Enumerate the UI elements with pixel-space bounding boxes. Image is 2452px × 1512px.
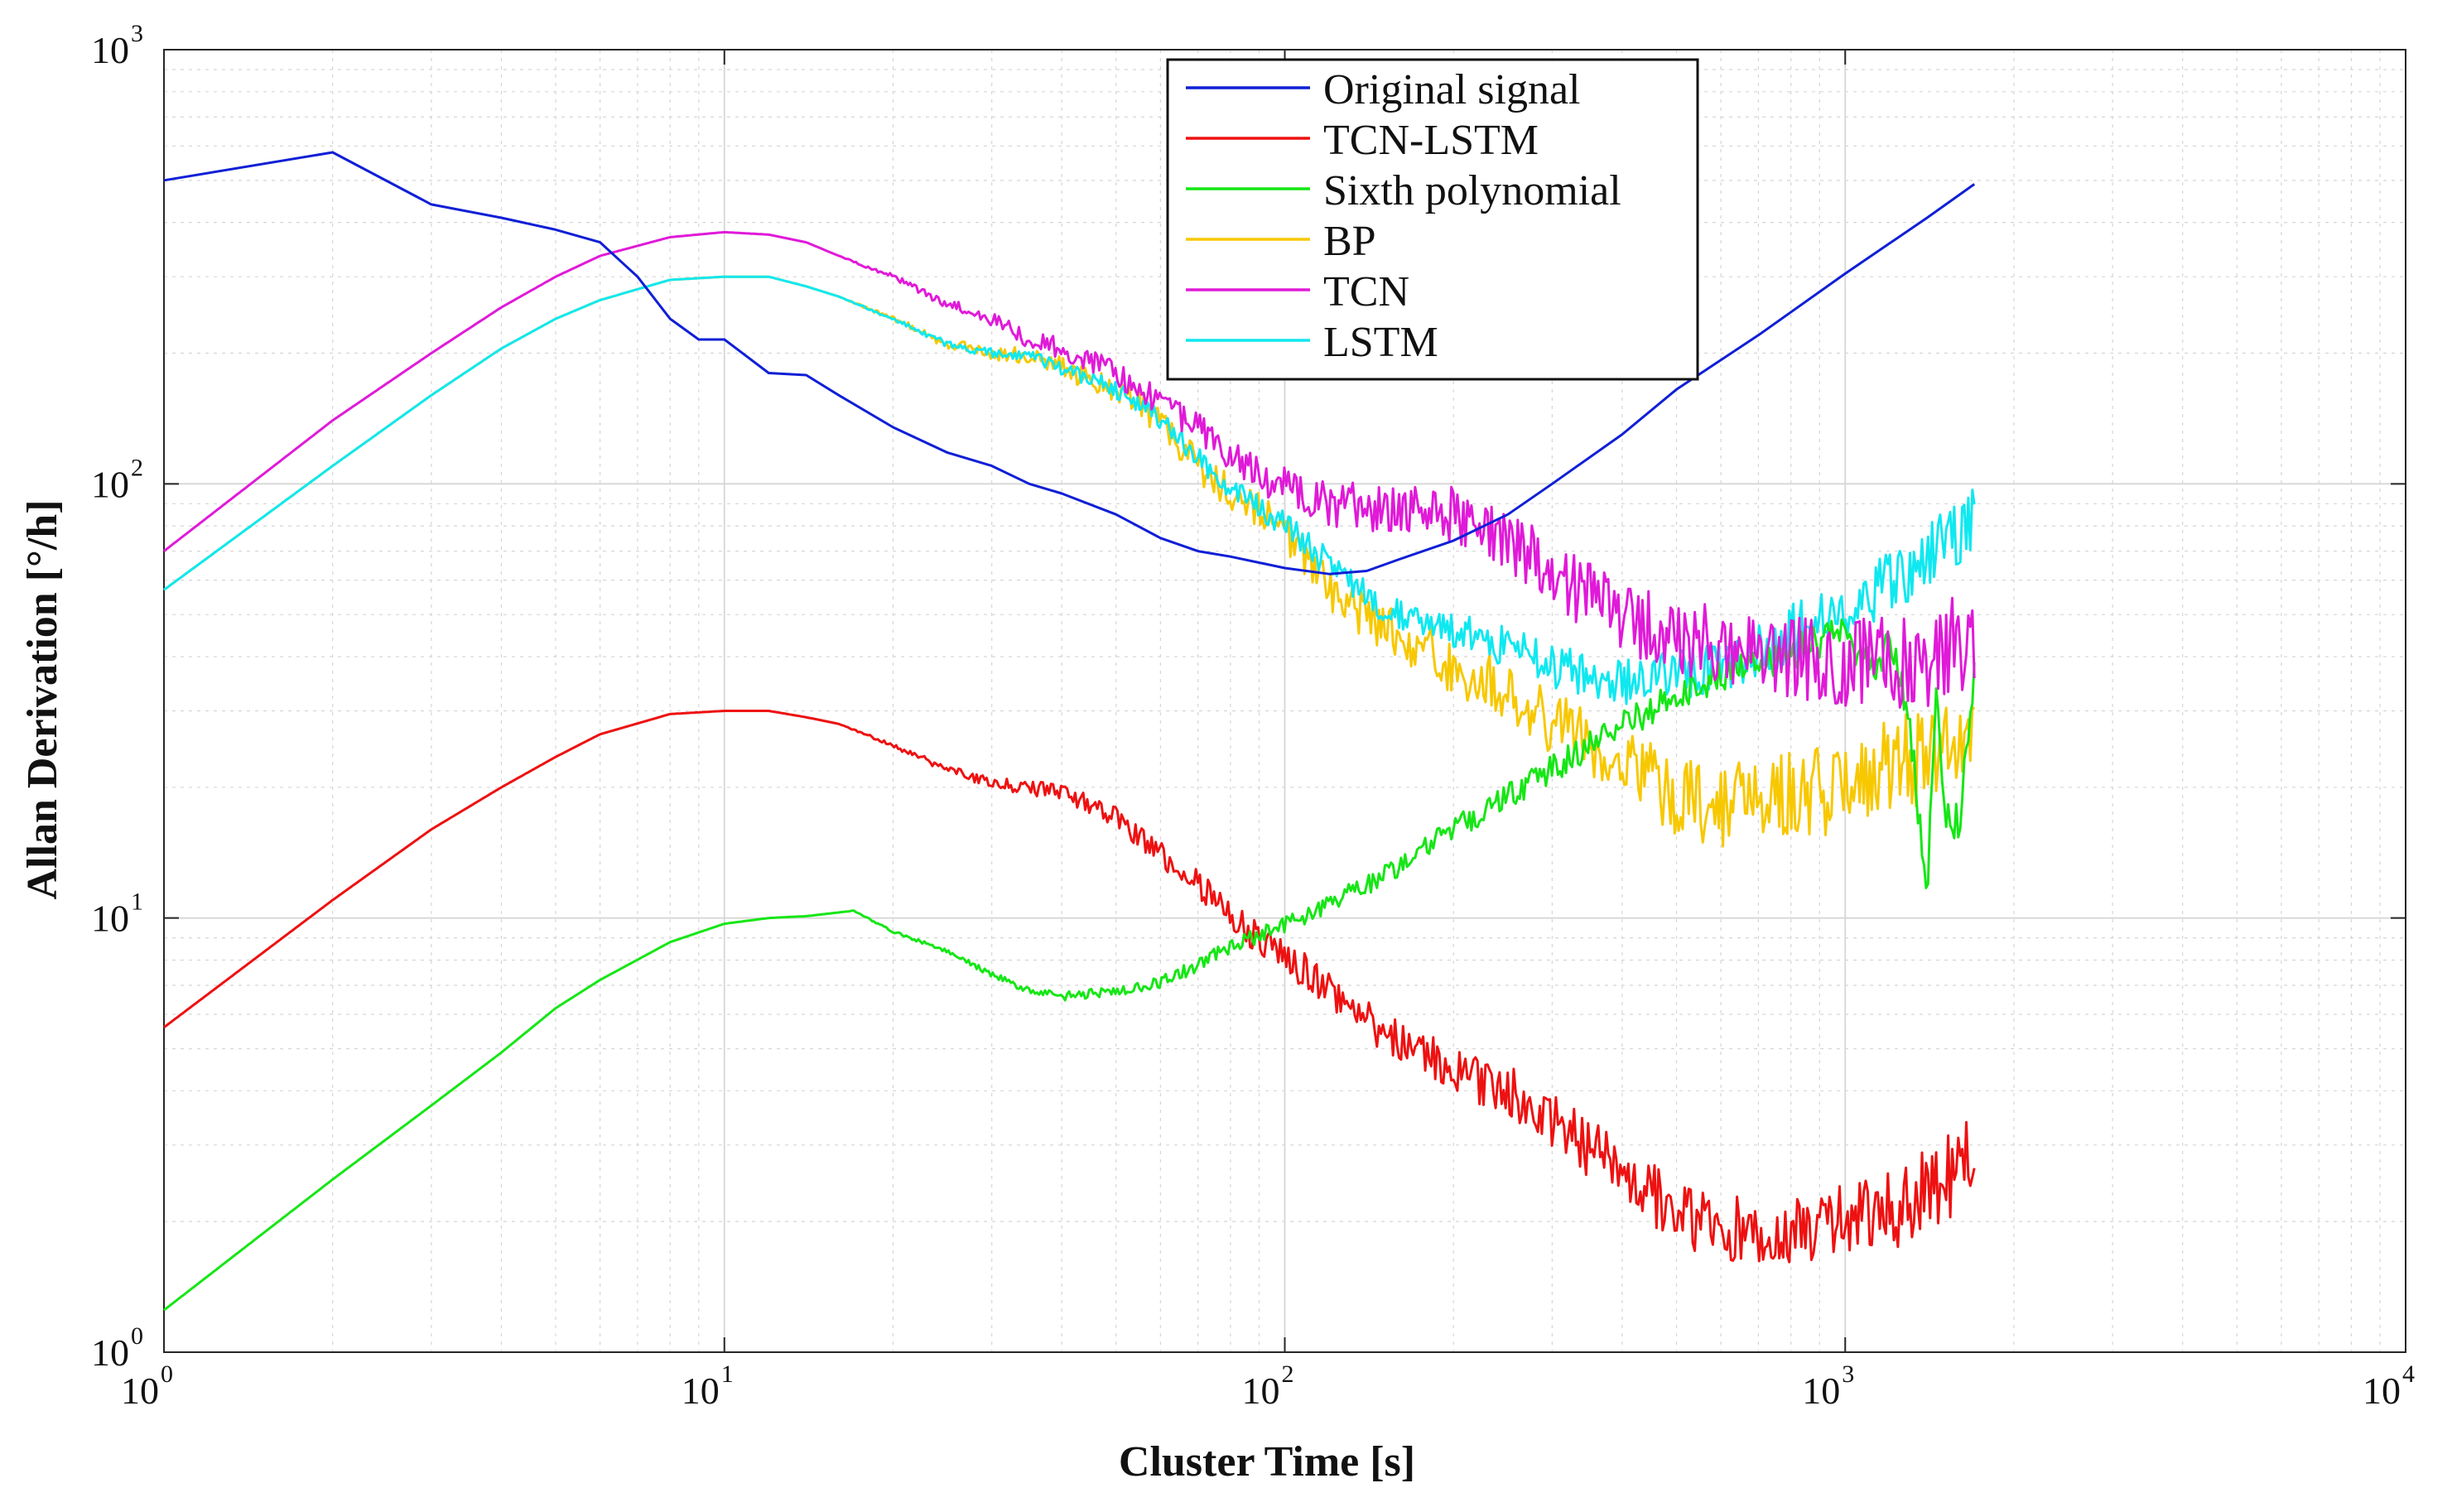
y-tick-label: 10 1 — [91, 888, 143, 940]
legend-item: Original signal — [1186, 66, 1581, 113]
legend-item: TCN — [1186, 268, 1409, 315]
y-tick-label-exponent: 1 — [131, 888, 143, 916]
legend-item: LSTM — [1186, 319, 1438, 366]
y-tick-label-base: 10 — [91, 1331, 129, 1374]
x-tick-label: 10 1 — [682, 1360, 734, 1412]
legend-label: Original signal — [1323, 66, 1581, 113]
y-tick-label-base: 10 — [91, 29, 129, 71]
x-tick-label-exponent: 4 — [2402, 1360, 2415, 1388]
y-tick-label: 10 2 — [91, 454, 143, 505]
axis-ticks: 10 0 10 1 10 2 10 3 10 410 010 110 210 3 — [91, 20, 2415, 1412]
x-tick-label-base: 10 — [2363, 1370, 2401, 1412]
legend-box — [1166, 58, 1699, 381]
y-axis-label: Allan Derivation [°/h] — [19, 499, 66, 899]
data-series — [163, 151, 1976, 1312]
x-tick-label: 10 2 — [1242, 1360, 1294, 1412]
y-tick-label-exponent: 2 — [131, 454, 143, 481]
legend-label: BP — [1323, 218, 1376, 265]
legend-item: TCN-LSTM — [1186, 117, 1539, 164]
legend-item: BP — [1186, 218, 1376, 265]
series-line-tcn-lstm — [163, 710, 1976, 1264]
x-tick-label: 10 3 — [1802, 1360, 1854, 1412]
y-tick-label-exponent: 3 — [131, 20, 143, 47]
x-tick-label-base: 10 — [121, 1370, 159, 1412]
x-axis-label: Cluster Time [s] — [1119, 1438, 1415, 1486]
legend-item: Sixth polynomial — [1186, 167, 1621, 214]
x-tick-label-exponent: 1 — [721, 1360, 734, 1388]
y-tick-label-base: 10 — [91, 463, 129, 505]
series-line-sixth-polynomial — [163, 619, 1976, 1312]
x-tick-label-base: 10 — [1242, 1370, 1280, 1412]
x-tick-label: 10 4 — [2363, 1360, 2415, 1412]
x-tick-label: 10 0 — [121, 1360, 173, 1412]
y-tick-label-base: 10 — [91, 898, 129, 940]
y-tick-label-exponent: 0 — [131, 1322, 143, 1350]
series-line-original-signal — [163, 151, 1976, 575]
legend-label: TCN — [1323, 268, 1409, 315]
series-line-tcn — [163, 230, 1976, 709]
series-line-lstm — [163, 275, 1976, 705]
y-tick-label: 10 0 — [91, 1322, 143, 1374]
y-tick-label: 10 3 — [91, 20, 143, 71]
x-tick-label-exponent: 3 — [1842, 1360, 1854, 1388]
legend-label: Sixth polynomial — [1323, 167, 1621, 214]
legend-label: LSTM — [1323, 319, 1438, 366]
x-tick-label-base: 10 — [682, 1370, 720, 1412]
x-tick-label-base: 10 — [1802, 1370, 1840, 1412]
legend-label: TCN-LSTM — [1323, 117, 1539, 164]
x-tick-label-exponent: 2 — [1282, 1360, 1294, 1388]
x-tick-label-exponent: 0 — [161, 1360, 173, 1388]
